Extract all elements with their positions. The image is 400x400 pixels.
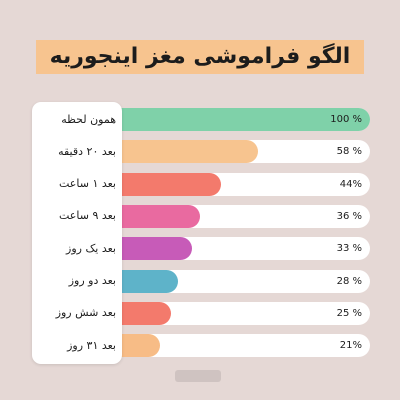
bar-fill	[104, 172, 222, 196]
bar-fill	[104, 269, 179, 293]
bar-fill	[104, 237, 192, 261]
bar-value-label: 36 %	[336, 210, 362, 222]
watermark-logo	[175, 370, 221, 382]
bar-track	[104, 301, 370, 325]
bar-value-label: 33 %	[336, 243, 362, 255]
category-label: همون لحظه	[61, 112, 116, 126]
bar-fill	[104, 108, 370, 131]
bar-value-label: 25 %	[336, 307, 362, 319]
title-wrapper: الگو فراموشی مغز اینجوریه	[0, 40, 400, 74]
category-label: بعد شش روز	[55, 306, 116, 320]
category-label: بعد ۹ ساعت	[59, 209, 116, 223]
bar-fill	[104, 204, 200, 228]
category-label: بعد ۲۰ دقیقه	[58, 144, 116, 158]
bar-value-label: 58 %	[336, 146, 362, 158]
category-label: بعد دو روز	[68, 274, 116, 287]
category-label: بعد ۱ ساعت	[59, 177, 116, 191]
category-label: بعد یک روز	[66, 241, 116, 255]
bar-track	[104, 334, 370, 358]
bar-value-label: 100 %	[330, 114, 362, 125]
category-label: بعد ۳۱ روز	[67, 338, 116, 352]
bar-value-label: 21%	[339, 340, 362, 352]
bar-value-label: 44%	[339, 178, 362, 190]
category-label-card	[32, 102, 122, 364]
bar-fill	[104, 140, 259, 164]
bar-value-label: 28 %	[336, 275, 362, 287]
chart-title: الگو فراموشی مغز اینجوریه	[35, 40, 365, 74]
